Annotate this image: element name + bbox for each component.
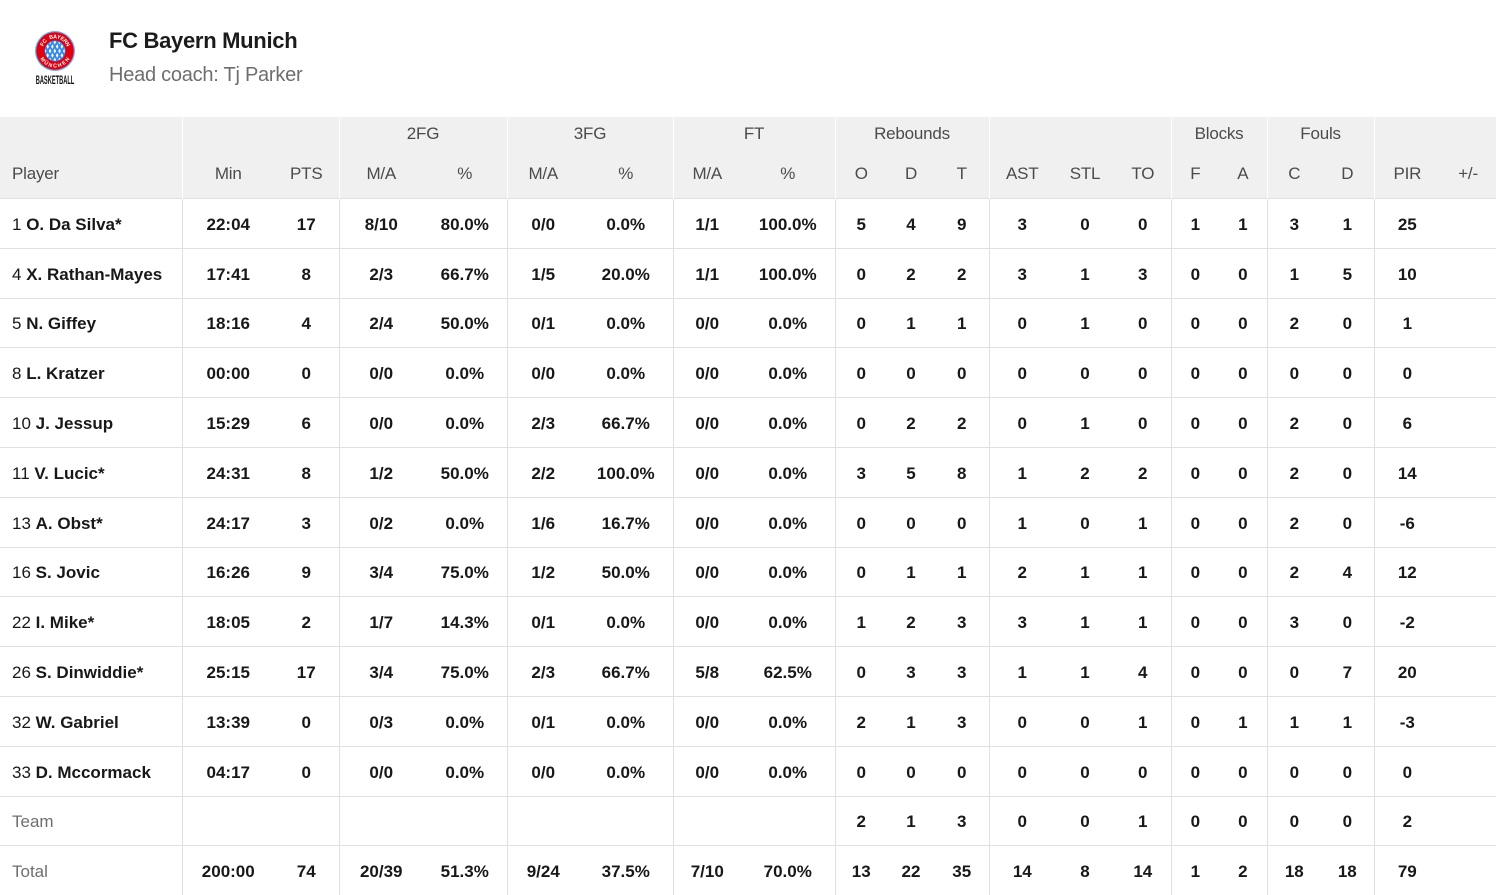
svg-text:Ü: Ü (42, 59, 49, 67)
svg-text:A: A (53, 34, 57, 40)
svg-text:E: E (61, 60, 68, 67)
svg-text:C: C (42, 38, 49, 45)
svg-text:E: E (59, 36, 66, 43)
svg-text:N: N (47, 62, 53, 69)
svg-text:Y: Y (56, 34, 61, 41)
svg-text:H: H (57, 62, 63, 69)
svg-text:M: M (39, 56, 46, 63)
svg-text:N: N (64, 41, 71, 47)
svg-text:R: R (61, 38, 68, 45)
svg-text:F: F (40, 41, 47, 47)
svg-text:BASKETBALL: BASKETBALL (36, 74, 75, 84)
svg-text:B: B (49, 34, 54, 41)
svg-text:C: C (53, 64, 57, 70)
svg-text:N: N (64, 56, 71, 63)
